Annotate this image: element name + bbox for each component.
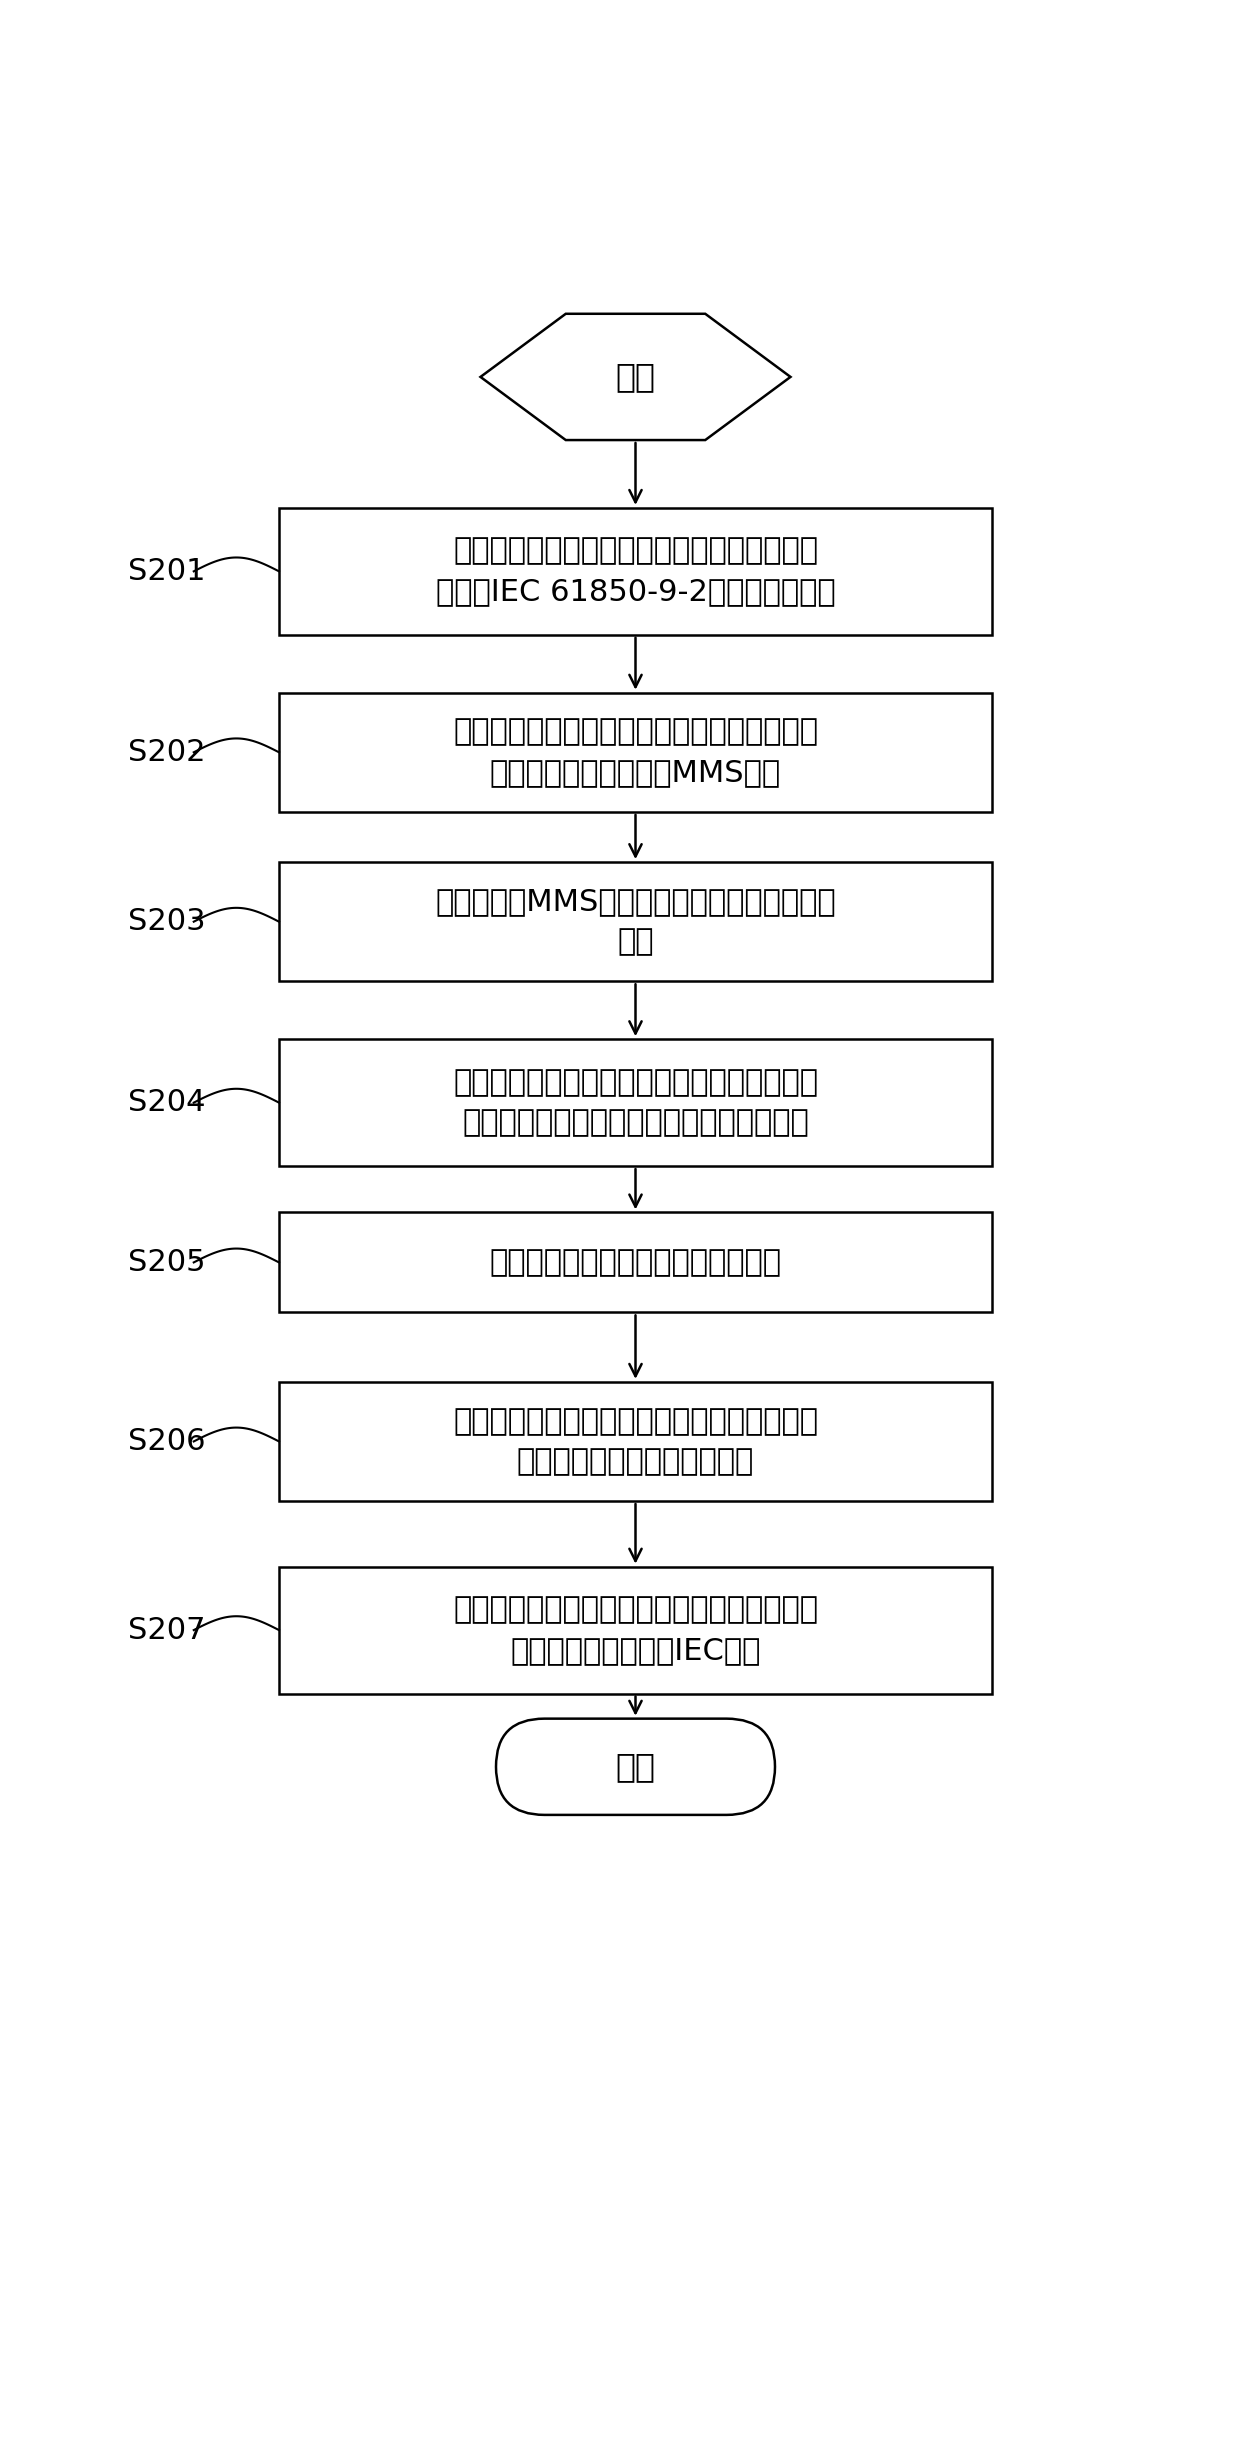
FancyBboxPatch shape xyxy=(279,862,992,982)
FancyBboxPatch shape xyxy=(279,1038,992,1165)
Text: 开始: 开始 xyxy=(615,360,656,394)
Text: S201: S201 xyxy=(128,556,206,585)
FancyBboxPatch shape xyxy=(496,1718,775,1814)
Text: 向数字式电能质量监测终端发送符合国际电工
委员会IEC 61850-9-2要求的标准信号: 向数字式电能质量监测终端发送符合国际电工 委员会IEC 61850-9-2要求的… xyxy=(435,536,836,607)
Text: 根据所述的比对结果判断所述的数字式电能质
量监测终端是否符合IEC标准: 根据所述的比对结果判断所述的数字式电能质 量监测终端是否符合IEC标准 xyxy=(453,1596,818,1665)
FancyBboxPatch shape xyxy=(279,507,992,634)
FancyBboxPatch shape xyxy=(279,693,992,813)
Text: 所述的数字式电能质量监测终端对所述的标准
信号进行采样，并输出MMS报文: 所述的数字式电能质量监测终端对所述的标准 信号进行采样，并输出MMS报文 xyxy=(453,717,818,788)
Polygon shape xyxy=(481,313,791,441)
Text: 根据所述的短时闪变指标的分钟数据确定所述
数字式电能质量监测终端的短时闪变测量值: 根据所述的短时闪变指标的分钟数据确定所述 数字式电能质量监测终端的短时闪变测量值 xyxy=(453,1067,818,1138)
Text: S206: S206 xyxy=(128,1427,206,1457)
Text: 获取所述标准信号的短时闪变理论值: 获取所述标准信号的短时闪变理论值 xyxy=(490,1248,781,1278)
FancyBboxPatch shape xyxy=(279,1567,992,1694)
Text: 结束: 结束 xyxy=(615,1750,656,1782)
Text: 根据所述的MMS报文确定短时闪变指标的分钟
数据: 根据所述的MMS报文确定短时闪变指标的分钟 数据 xyxy=(435,886,836,957)
Text: S205: S205 xyxy=(128,1248,206,1278)
Text: S202: S202 xyxy=(128,737,206,766)
Text: 将所述的短时闪变理论值与所述的短时闪变测
量值进行比对，得到比对结果: 将所述的短时闪变理论值与所述的短时闪变测 量值进行比对，得到比对结果 xyxy=(453,1408,818,1476)
Text: S207: S207 xyxy=(128,1616,206,1645)
Text: S204: S204 xyxy=(128,1089,206,1116)
Text: S203: S203 xyxy=(128,908,206,935)
FancyBboxPatch shape xyxy=(279,1212,992,1312)
FancyBboxPatch shape xyxy=(279,1381,992,1501)
